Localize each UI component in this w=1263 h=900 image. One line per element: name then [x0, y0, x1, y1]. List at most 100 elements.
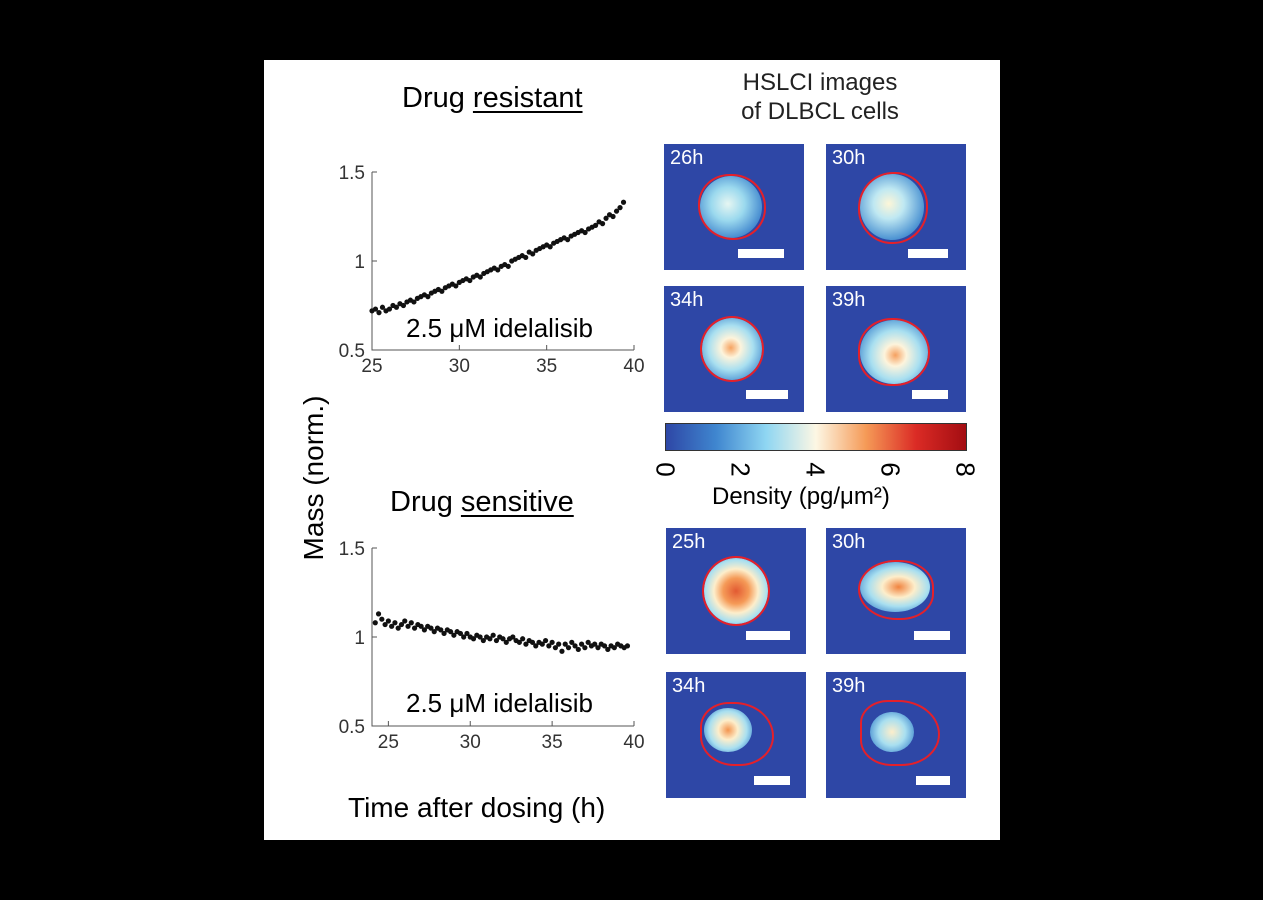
data-point — [582, 645, 588, 651]
cell-image-sensitive-25h: 25h — [666, 528, 806, 654]
y-tick-label: 0.5 — [339, 717, 365, 738]
colorbar-tick-label: 6 — [875, 462, 906, 477]
cell-outline — [860, 700, 940, 766]
scale-bar — [738, 249, 784, 258]
data-point — [398, 621, 405, 628]
data-point — [552, 645, 558, 651]
cell-image-sensitive-30h: 30h — [826, 528, 966, 654]
cell-image-resistant-26h: 26h — [664, 144, 804, 270]
data-point — [559, 648, 565, 654]
data-point — [467, 277, 473, 284]
data-point — [565, 645, 572, 651]
data-point — [613, 208, 620, 214]
x-axis-label: Time after dosing (h) — [348, 792, 606, 823]
data-point — [533, 643, 539, 649]
data-point — [546, 643, 552, 649]
sensitive-chart: 0.5 1 1.5 25 30 35 40 — [339, 539, 644, 753]
cell-outline — [700, 316, 764, 382]
data-point — [441, 630, 447, 637]
data-point — [520, 636, 526, 642]
cell-outline — [698, 174, 766, 240]
data-point — [411, 625, 418, 631]
data-point — [439, 288, 445, 294]
colorbar-tick-label: 2 — [725, 462, 756, 477]
data-point — [395, 625, 401, 631]
data-point — [503, 639, 509, 645]
figure-panel: Drug resistant Drug sensitive Mass (norm… — [264, 60, 1000, 840]
y-tick-label: 1.5 — [339, 163, 365, 184]
data-point — [372, 620, 378, 626]
data-point — [470, 636, 477, 642]
cell-image-sensitive-39h: 39h — [826, 672, 966, 798]
cell-outline — [858, 172, 928, 244]
data-point — [385, 618, 391, 624]
sensitive-annotation: 2.5 μM idelalisib — [406, 688, 593, 718]
cell-image-resistant-39h: 39h — [826, 286, 966, 412]
cell-time-label: 25h — [672, 531, 706, 553]
sensitive-title: Drug sensitive — [390, 486, 574, 518]
scale-bar — [746, 390, 788, 399]
data-point — [611, 645, 617, 651]
data-point — [529, 639, 536, 645]
data-point — [375, 611, 382, 617]
data-point — [448, 629, 454, 635]
cell-time-label: 30h — [832, 531, 866, 553]
data-point — [516, 639, 522, 645]
data-point — [451, 632, 457, 638]
y-tick-label: 1 — [354, 628, 365, 649]
colorbar-tick-label: 8 — [950, 462, 981, 477]
data-point — [620, 199, 627, 205]
images-header-line-1: HSLCI images — [742, 69, 898, 96]
cell-time-label: 34h — [670, 289, 704, 311]
data-point — [617, 205, 623, 211]
cell-time-label: 39h — [832, 289, 866, 311]
colorbar-tick-label: 4 — [800, 462, 831, 477]
cell-time-label: 39h — [832, 675, 866, 697]
colorbar-label: Density (pg/μm²) — [712, 483, 890, 510]
resistant-annotation: 2.5 μM idelalisib — [406, 313, 593, 343]
data-point — [400, 302, 407, 309]
cell-outline — [702, 556, 770, 626]
cell-image-sensitive-34h: 34h — [666, 672, 806, 798]
data-point — [421, 627, 427, 633]
images-header: HSLCI images of DLBCL cells — [700, 68, 940, 126]
cell-image-resistant-34h: 34h — [664, 286, 804, 412]
scale-bar — [916, 776, 950, 785]
data-point — [386, 306, 393, 312]
data-point — [389, 623, 395, 629]
cell-outline — [858, 318, 930, 386]
scale-bar — [754, 776, 790, 785]
resistant-title: Drug resistant — [402, 82, 583, 114]
scale-bar — [914, 631, 950, 640]
cell-outline — [858, 560, 934, 620]
cell-outline — [700, 702, 774, 766]
data-point — [579, 641, 585, 647]
data-point — [599, 221, 606, 227]
scale-bar — [746, 631, 790, 640]
data-point — [575, 646, 581, 653]
colorbar-tick-label: 0 — [650, 462, 681, 477]
data-point — [487, 636, 493, 642]
data-point — [480, 637, 486, 644]
data-point — [425, 294, 431, 300]
data-point — [500, 636, 506, 642]
data-point — [605, 646, 611, 653]
data-point — [601, 643, 608, 649]
y-tick-label: 0.5 — [339, 341, 365, 362]
x-tick-label: 30 — [460, 732, 481, 753]
data-point — [408, 620, 414, 626]
data-point — [572, 643, 578, 649]
data-point — [405, 623, 411, 629]
data-point — [562, 641, 568, 647]
data-point — [382, 621, 388, 628]
data-point — [402, 618, 408, 624]
data-point — [495, 267, 501, 273]
data-point — [461, 634, 467, 640]
data-point — [530, 251, 536, 257]
x-tick-label: 30 — [449, 356, 470, 377]
data-point — [438, 627, 444, 633]
data-point — [592, 641, 598, 647]
x-tick-label: 35 — [536, 356, 557, 377]
data-point — [582, 229, 588, 236]
data-point — [547, 244, 553, 250]
